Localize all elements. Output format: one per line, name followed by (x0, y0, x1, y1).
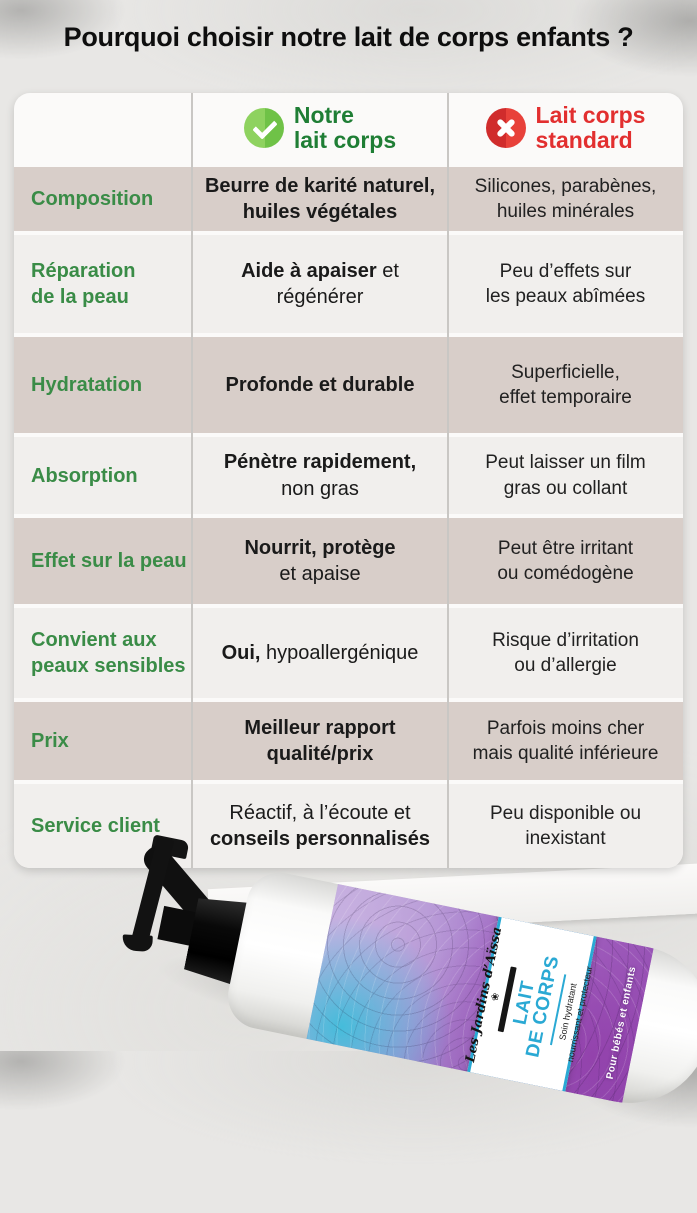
standard-header-group: Lait corps standard (485, 102, 646, 153)
criterion-cell: Convient aux peaux sensibles (14, 608, 192, 698)
ours-header-group: Notre lait corps (243, 102, 397, 153)
ours-cell-text: Beurre de karité naturel, huiles végétal… (204, 174, 436, 223)
audience-label-wrap: Pour bébés et enfants (593, 942, 650, 1102)
ours-cell: Nourrit, protège et apaise (192, 518, 448, 604)
ours-header-cell: Notre lait corps (192, 93, 448, 163)
table-row: Composition Beurre de karité naturel, hui… (14, 167, 683, 231)
ours-cell-text: Aide à apaiser et régénérer (241, 259, 399, 308)
criterion-label: Effet sur la peau (31, 550, 187, 572)
ours-cell-text: Pénètre rapidement, non gras (223, 451, 417, 500)
table-row: Prix Meilleur rapport qualité/prix Parfois… (14, 702, 683, 780)
standard-cell-text: Silicones, parabènes, huiles minérales (474, 175, 657, 222)
table-header: Notre lait corps Lait corps standard (14, 93, 683, 163)
ours-cell: Beurre de karité naturel, huiles végétal… (192, 167, 448, 231)
standard-cell-text: Parfois moins cher mais qualité inférieu… (472, 717, 659, 764)
x-icon (485, 108, 526, 148)
table-row: Réparation de la peau Aide à apaiser et r… (14, 235, 683, 333)
table-row: Convient aux peaux sensibles Oui, hypoall… (14, 608, 683, 698)
label-panel: Les Jardins d’Aïssa ❀ LAIT DE CORPS Soin… (463, 913, 598, 1095)
ours-cell: Profonde et durable (192, 337, 448, 433)
table-rows: Notre lait corps Lait corps standard Com… (14, 93, 683, 868)
ours-cell-text: Réactif, à l’écoute et conseils personna… (209, 801, 431, 850)
ours-cell: Meilleur rapport qualité/prix (192, 702, 448, 780)
standard-header-label: Lait corps standard (535, 102, 646, 153)
table-row: Service client Réactif, à l’écoute et con… (14, 784, 683, 868)
criterion-cell: Absorption (14, 437, 192, 514)
standard-cell-text: Peu disponible ou inexistant (489, 802, 642, 849)
audience-label: Pour bébés et enfants (604, 964, 638, 1080)
ours-header-label: Notre lait corps (293, 102, 397, 153)
criterion-header-cell (14, 93, 192, 163)
criterion-cell: Composition (14, 167, 192, 231)
standard-cell: Superficielle, effet temporaire (448, 337, 683, 433)
standard-cell: Silicones, parabènes, huiles minérales (448, 167, 683, 231)
ours-cell: Pénètre rapidement, non gras (192, 437, 448, 514)
table-row: Effet sur la peau Nourrit, protège et apa… (14, 518, 683, 604)
ours-cell: Oui, hypoallergénique (192, 608, 448, 698)
ours-cell-text: Oui, hypoallergénique (221, 641, 419, 664)
ours-cell-text: Profonde et durable (225, 373, 415, 396)
page-title: Pourquoi choisir notre lait de corps enf… (63, 22, 634, 52)
standard-cell: Risque d’irritation ou d’allergie (448, 608, 683, 698)
standard-header-cell: Lait corps standard (448, 93, 683, 163)
standard-cell-text: Risque d’irritation ou d’allergie (492, 629, 639, 676)
standard-cell-text: Peu d’effets sur les peaux abîmées (485, 260, 646, 307)
criterion-label: Prix (31, 730, 69, 752)
criterion-label: Hydratation (31, 374, 143, 396)
standard-cell-text: Peut laisser un film gras ou collant (485, 452, 646, 499)
standard-cell: Parfois moins cher mais qualité inférieu… (448, 702, 683, 780)
check-icon (243, 108, 284, 148)
ours-cell: Aide à apaiser et régénérer (192, 235, 448, 333)
criterion-label: Convient aux peaux sensibles (31, 629, 186, 677)
criterion-label: Composition (31, 188, 154, 210)
column-divider (191, 93, 193, 868)
criterion-cell: Hydratation (14, 337, 192, 433)
ours-cell-text: Meilleur rapport qualité/prix (244, 716, 396, 765)
standard-cell-text: Superficielle, effet temporaire (499, 361, 632, 408)
table-row: Absorption Pénètre rapidement, non gras Pe… (14, 437, 683, 514)
table-row: Hydratation Profonde et durable Superficie… (14, 337, 683, 433)
criterion-label: Réparation de la peau (31, 260, 136, 308)
standard-cell: Peut laisser un film gras ou collant (448, 437, 683, 514)
criterion-cell: Réparation de la peau (14, 235, 192, 333)
criterion-label: Absorption (31, 464, 138, 487)
criterion-cell: Prix (14, 702, 192, 780)
ours-cell-text: Nourrit, protège et apaise (244, 536, 396, 585)
standard-cell: Peu d’effets sur les peaux abîmées (448, 235, 683, 333)
ours-cell: Réactif, à l’écoute et conseils personna… (192, 784, 448, 868)
standard-cell: Peut être irritant ou comédogène (448, 518, 683, 604)
page-background: { "title": "Pourquoi choisir notre lait … (0, 0, 697, 1051)
criterion-label: Service client (31, 815, 160, 837)
standard-cell: Peu disponible ou inexistant (448, 784, 683, 868)
criterion-cell: Service client (14, 784, 192, 868)
criterion-cell: Effet sur la peau (14, 518, 192, 604)
column-divider (447, 93, 449, 868)
comparison-table: Notre lait corps Lait corps standard Com… (14, 93, 683, 868)
label-panel-content: Les Jardins d’Aïssa ❀ LAIT DE CORPS Soin… (463, 919, 602, 1090)
standard-cell-text: Peut être irritant ou comédogène (497, 537, 634, 584)
